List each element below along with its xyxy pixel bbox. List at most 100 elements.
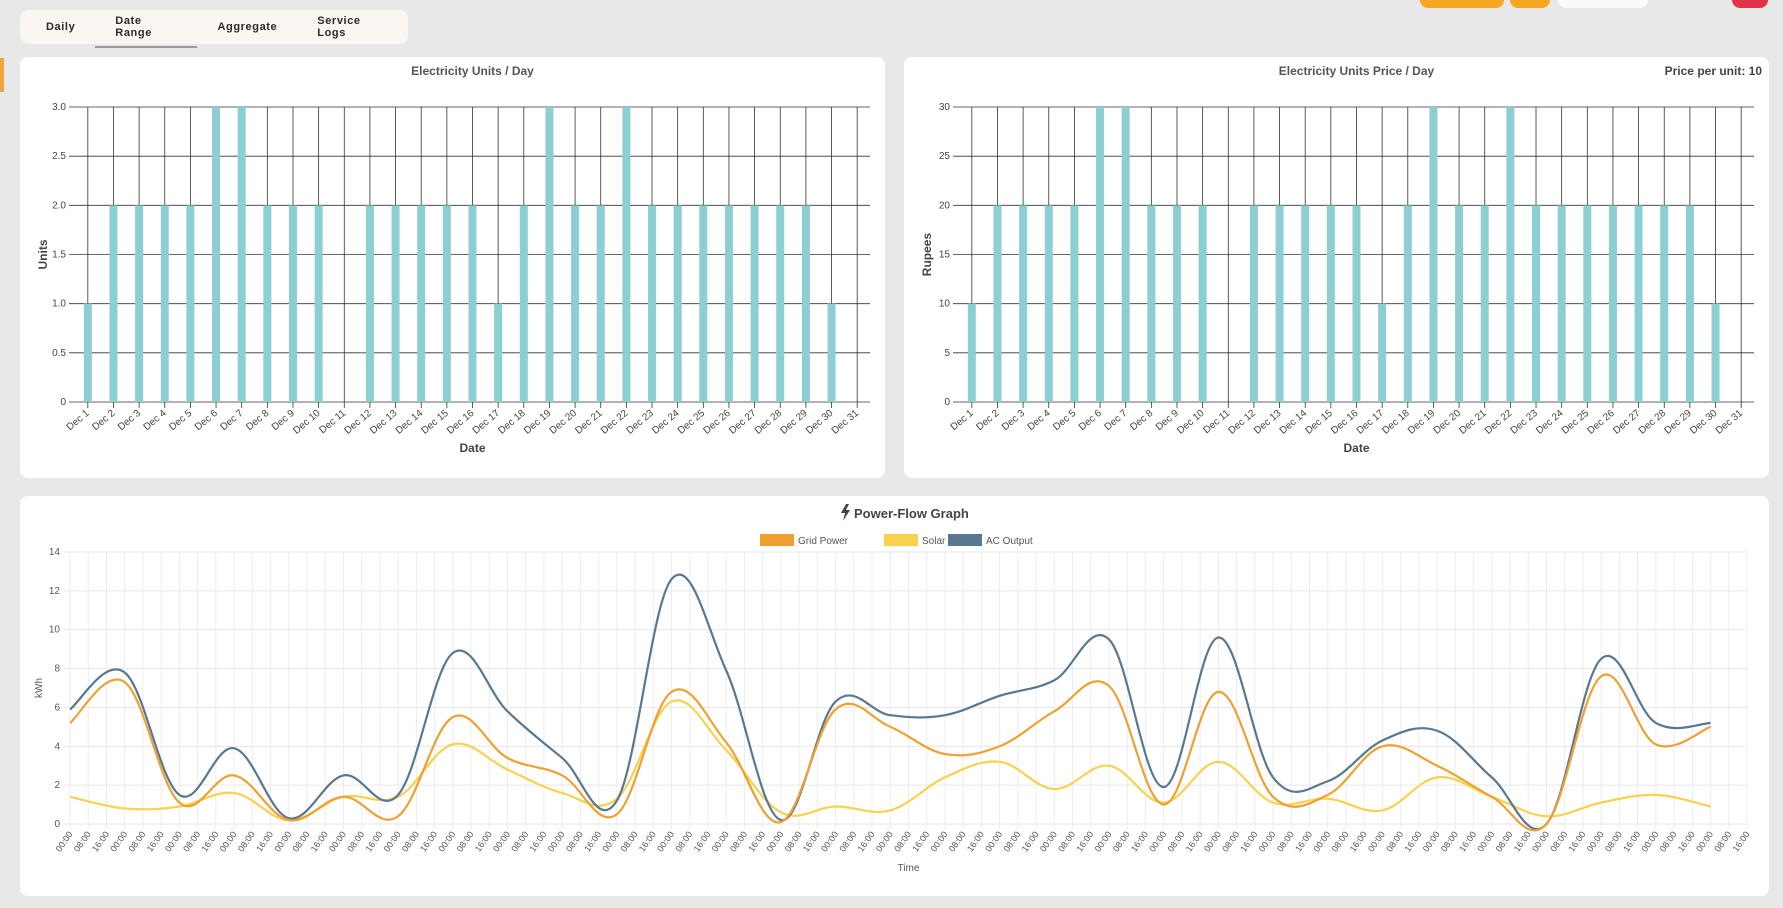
xtick-label: 08:00 [1712, 829, 1733, 853]
units-ylabel: Units [36, 239, 50, 269]
xtick-label: 00:00 [546, 829, 567, 853]
tab-date-range[interactable]: Date Range [95, 6, 198, 48]
xtick-label: 00:00 [1530, 829, 1551, 853]
units-bar [776, 205, 785, 402]
xtick-label: 16:00 [254, 829, 275, 853]
xtick-label: 16:00 [527, 829, 548, 853]
units-bar [827, 303, 836, 402]
units-bar [109, 205, 118, 402]
price-bar [1249, 205, 1258, 402]
units-bar [365, 205, 374, 402]
legend-swatch [948, 534, 982, 546]
units-bar [186, 205, 195, 402]
xtick-label: 08:00 [181, 829, 202, 853]
lightning-bolt-icon [841, 504, 850, 521]
price-bar [1070, 205, 1079, 402]
price-xtick-label: Dec 29 [1662, 408, 1694, 437]
xtick-label: 08:00 [619, 829, 640, 853]
xtick-label: 16:00 [199, 829, 220, 853]
price-bar [1480, 205, 1489, 402]
top-alert-button[interactable] [1732, 0, 1768, 8]
xtick-label: 00:00 [1093, 829, 1114, 853]
xtick-label: 16:00 [1566, 829, 1587, 853]
ytick-label: 12 [49, 586, 61, 597]
price-bar [1532, 205, 1541, 402]
price-xtick-label: Dec 10 [1175, 408, 1207, 437]
price-xtick-label: Dec 2 [974, 408, 1001, 433]
xtick-label: 08:00 [400, 829, 421, 853]
top-action-button-1[interactable] [1420, 0, 1504, 8]
xtick-label: 08:00 [1056, 829, 1077, 853]
price-bar [1019, 205, 1028, 402]
units-bar [391, 205, 400, 402]
xtick-label: 00:00 [327, 829, 348, 853]
price-xtick-label: Dec 30 [1688, 408, 1720, 437]
xtick-label: 00:00 [1694, 829, 1715, 853]
xtick-label: 00:00 [928, 829, 949, 853]
price-xtick-label: Dec 7 [1103, 408, 1130, 433]
price-bar [1583, 205, 1592, 402]
price-bar [1198, 205, 1207, 402]
units-xtick-label: Dec 2 [90, 408, 117, 433]
price-xtick-label: Dec 19 [1406, 408, 1438, 437]
units-xtick-label: Dec 6 [193, 408, 220, 433]
xtick-label: 08:00 [1384, 829, 1405, 853]
xtick-label: 00:00 [1147, 829, 1168, 853]
tab-aggregate[interactable]: Aggregate [217, 21, 278, 33]
units-xtick-label: Dec 14 [394, 408, 426, 437]
tab-service-logs[interactable]: Service Logs [317, 15, 361, 39]
ytick-label: 0 [54, 819, 60, 830]
units-bar [160, 205, 169, 402]
top-search-field[interactable] [1558, 0, 1648, 8]
tab-daily[interactable]: Daily [46, 21, 76, 33]
price-bar [1326, 205, 1335, 402]
units-xtick-label: Dec 29 [778, 408, 810, 437]
units-xtick-label: Dec 13 [368, 408, 400, 437]
price-xtick-label: Dec 14 [1278, 408, 1310, 437]
units-ytick-label: 0 [60, 397, 66, 408]
price-xtick-label: Dec 21 [1457, 408, 1489, 437]
xtick-label: 08:00 [1165, 829, 1186, 853]
price-ytick-label: 20 [939, 200, 951, 211]
xtick-label: 08:00 [564, 829, 585, 853]
xtick-label: 08:00 [290, 829, 311, 853]
price-bar [967, 303, 976, 402]
xtick-label: 00:00 [108, 829, 129, 853]
xtick-label: 00:00 [819, 829, 840, 853]
xtick-label: 00:00 [1366, 829, 1387, 853]
xtick-label: 00:00 [54, 829, 75, 853]
xtick-label: 16:00 [309, 829, 330, 853]
xtick-label: 08:00 [1220, 829, 1241, 853]
xtick-label: 16:00 [856, 829, 877, 853]
xtick-label: 16:00 [1731, 829, 1752, 853]
xtick-label: 16:00 [1238, 829, 1259, 853]
xtick-label: 16:00 [363, 829, 384, 853]
xtick-label: 00:00 [1257, 829, 1278, 853]
price-xtick-label: Dec 27 [1611, 408, 1643, 437]
top-action-button-2[interactable] [1510, 0, 1550, 8]
xtick-label: 00:00 [436, 829, 457, 853]
price-bar [1634, 205, 1643, 402]
units-xtick-label: Dec 28 [753, 408, 785, 437]
xtick-label: 08:00 [673, 829, 694, 853]
price-xtick-label: Dec 18 [1380, 408, 1412, 437]
xtick-label: 00:00 [1202, 829, 1223, 853]
units-bar [494, 303, 503, 402]
units-xtick-label: Dec 19 [522, 408, 554, 437]
xtick-label: 00:00 [272, 829, 293, 853]
grid-power-line [69, 673, 1711, 832]
units-ytick-label: 1.0 [52, 299, 66, 310]
price-bar [1608, 205, 1617, 402]
price-xtick-label: Dec 12 [1227, 408, 1259, 437]
price-ylabel: Rupees [920, 233, 934, 277]
xtick-label: 00:00 [1585, 829, 1606, 853]
xtick-label: 16:00 [1621, 829, 1642, 853]
xtick-label: 00:00 [655, 829, 676, 853]
xtick-label: 00:00 [218, 829, 239, 853]
price-bar [1403, 205, 1412, 402]
price-xtick-label: Dec 24 [1534, 408, 1566, 437]
xtick-label: 16:00 [1293, 829, 1314, 853]
units-xtick-label: Dec 10 [291, 408, 323, 437]
price-ytick-label: 10 [939, 299, 951, 310]
price-xtick-label: Dec 31 [1714, 408, 1746, 437]
